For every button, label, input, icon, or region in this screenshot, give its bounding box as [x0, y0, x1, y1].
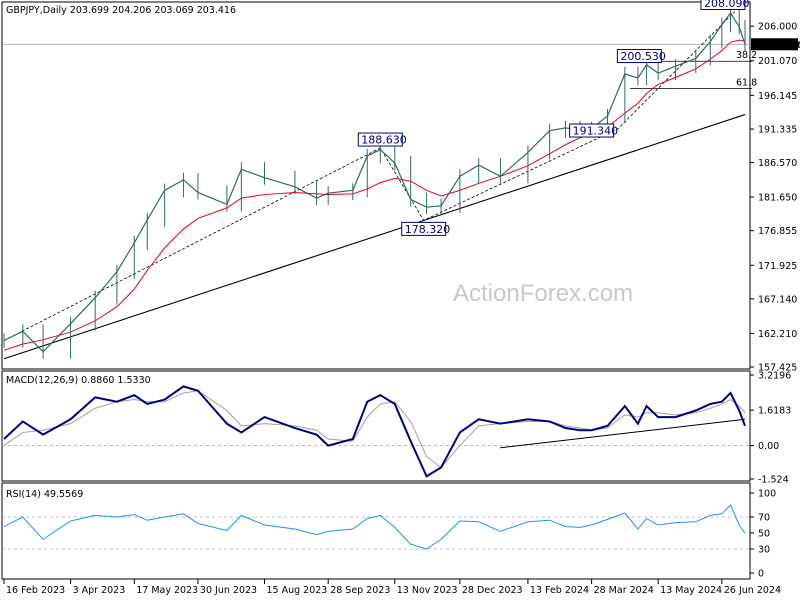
price-annotation-label: 188.630 [361, 134, 407, 147]
date-axis-label: 15 Aug 2023 [267, 585, 328, 596]
current-price-label: 203.416 [760, 40, 800, 51]
date-axis-label: 13 Feb 2024 [530, 585, 589, 596]
price-axis-label: 186.570 [758, 158, 797, 169]
date-axis-label: 17 May 2023 [136, 585, 198, 596]
rsi-line [3, 504, 746, 550]
price-annotation-label: 191.340 [573, 125, 619, 138]
swing-dashed-line [3, 11, 736, 341]
macd-axis-label: 1.6183 [758, 406, 791, 417]
date-axis-label: 30 Jun 2023 [200, 585, 257, 596]
price-annotation-box [569, 123, 615, 138]
date-axis-label: 28 Sep 2023 [330, 585, 390, 596]
macd-trendline [500, 418, 746, 449]
price-annotation-box [616, 49, 662, 64]
macd-axis-label: -1.524 [758, 475, 789, 486]
price-axis-label: 176.855 [758, 226, 797, 237]
macd-header: MACD(12,26,9) 0.8860 1.5330 [6, 375, 151, 386]
macd-axis-label: 0.00 [758, 441, 779, 452]
rsi-header: RSI(14) 49.5569 [6, 489, 83, 500]
rsi-axis-label: 100 [758, 489, 776, 500]
price-axis-label: 171.925 [758, 261, 797, 272]
price-close-line [3, 11, 746, 353]
price-axis-label: 201.070 [758, 56, 797, 67]
price-axis-label: 162.210 [758, 329, 797, 340]
price-series-group: 38.2 61.8 188.630 178.320 200.530 191.340 208.… [2, 0, 757, 360]
price-annotation-box [700, 0, 746, 10]
price-axis-label: 196.145 [758, 91, 797, 102]
price-annotation-label: 208.090 [704, 0, 750, 10]
rsi-series-group [2, 504, 750, 550]
price-annotation-label: 178.320 [405, 223, 451, 236]
date-axis-label: 26 Jun 2024 [724, 585, 781, 596]
axes-group: 206.000 201.070 196.145 191.335 186.570 181.6… [3, 22, 800, 596]
price-panel [1, 1, 751, 370]
price-axis-label: 157.425 [758, 363, 797, 374]
current-price-marker [751, 38, 798, 51]
price-annotation-box [401, 221, 447, 236]
date-axis-label: 28 Dec 2023 [462, 585, 523, 596]
fib-level-label: 38.2 [736, 50, 757, 61]
price-annotation-box [357, 132, 403, 147]
rsi-axis-label: 50 [758, 529, 770, 540]
rsi-panel [1, 482, 751, 580]
rsi-axis-label: 70 [758, 513, 770, 524]
price-trendline [3, 114, 746, 360]
fib-level-label: 61.8 [736, 78, 757, 89]
date-axis-label: 16 Feb 2023 [6, 585, 65, 596]
date-axis-label: 28 Mar 2024 [594, 585, 654, 596]
rsi-axis-label: 30 [758, 545, 770, 556]
macd-signal-line [3, 390, 746, 469]
price-axis-label: 206.000 [758, 22, 797, 33]
price-axis-label: 167.140 [758, 294, 797, 305]
moving-average-line [3, 39, 746, 351]
macd-series-group [2, 385, 750, 478]
price-annotation-label: 200.530 [620, 50, 666, 63]
macd-main-line [3, 385, 746, 478]
price-axis-label: 191.335 [758, 125, 797, 136]
watermark: ActionForex.com [453, 280, 633, 307]
macd-axis-label: 3.2196 [758, 371, 791, 382]
price-header: GBPJPY,Daily 203.699 204.206 203.069 203… [6, 5, 236, 16]
rsi-axis-label: 0 [758, 569, 764, 580]
price-axis-label: 181.650 [758, 193, 797, 204]
date-axis-label: 13 Nov 2023 [397, 585, 458, 596]
date-axis-label: 3 Apr 2023 [73, 585, 126, 596]
macd-panel [1, 370, 751, 482]
date-axis-label: 13 May 2024 [660, 585, 722, 596]
